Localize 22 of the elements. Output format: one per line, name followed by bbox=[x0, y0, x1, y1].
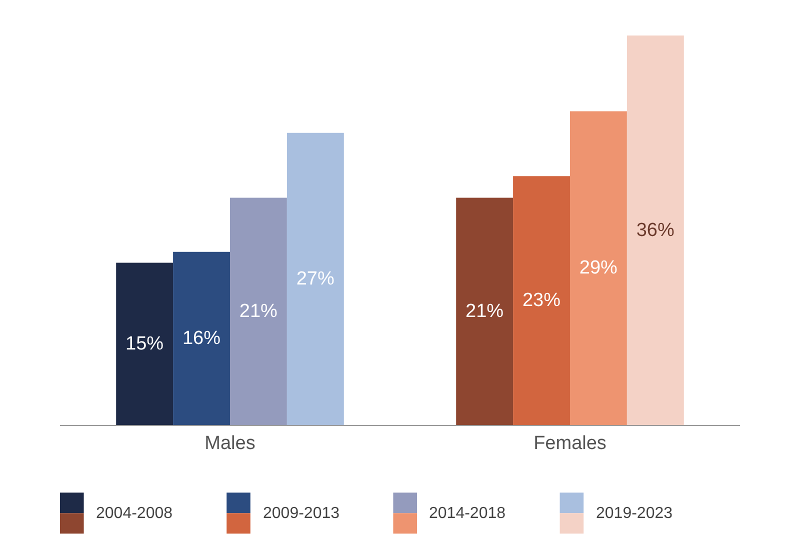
bar bbox=[286, 132, 344, 425]
data-label: 23% bbox=[522, 290, 561, 312]
data-label: 16% bbox=[182, 328, 221, 349]
x-tick-label: Females bbox=[534, 432, 606, 454]
data-label: 15% bbox=[126, 333, 164, 354]
bar bbox=[456, 198, 514, 425]
bar bbox=[230, 198, 287, 425]
legend-label: 2004-2008 bbox=[96, 505, 173, 522]
legend-label: 2019-2023 bbox=[596, 505, 673, 522]
data-label: 21% bbox=[239, 300, 278, 322]
data-label: 27% bbox=[296, 268, 334, 290]
data-label: 21% bbox=[466, 300, 504, 322]
data-label: 36% bbox=[636, 220, 674, 241]
bar bbox=[513, 176, 570, 425]
legend-label: 2014-2018 bbox=[429, 505, 506, 522]
x-tick-label: Males bbox=[204, 432, 256, 454]
bar bbox=[570, 111, 627, 425]
bar bbox=[173, 252, 230, 425]
data-label: 29% bbox=[579, 258, 618, 279]
legend-label: 2009-2013 bbox=[263, 505, 340, 522]
bar bbox=[116, 262, 174, 425]
bar bbox=[626, 36, 684, 425]
